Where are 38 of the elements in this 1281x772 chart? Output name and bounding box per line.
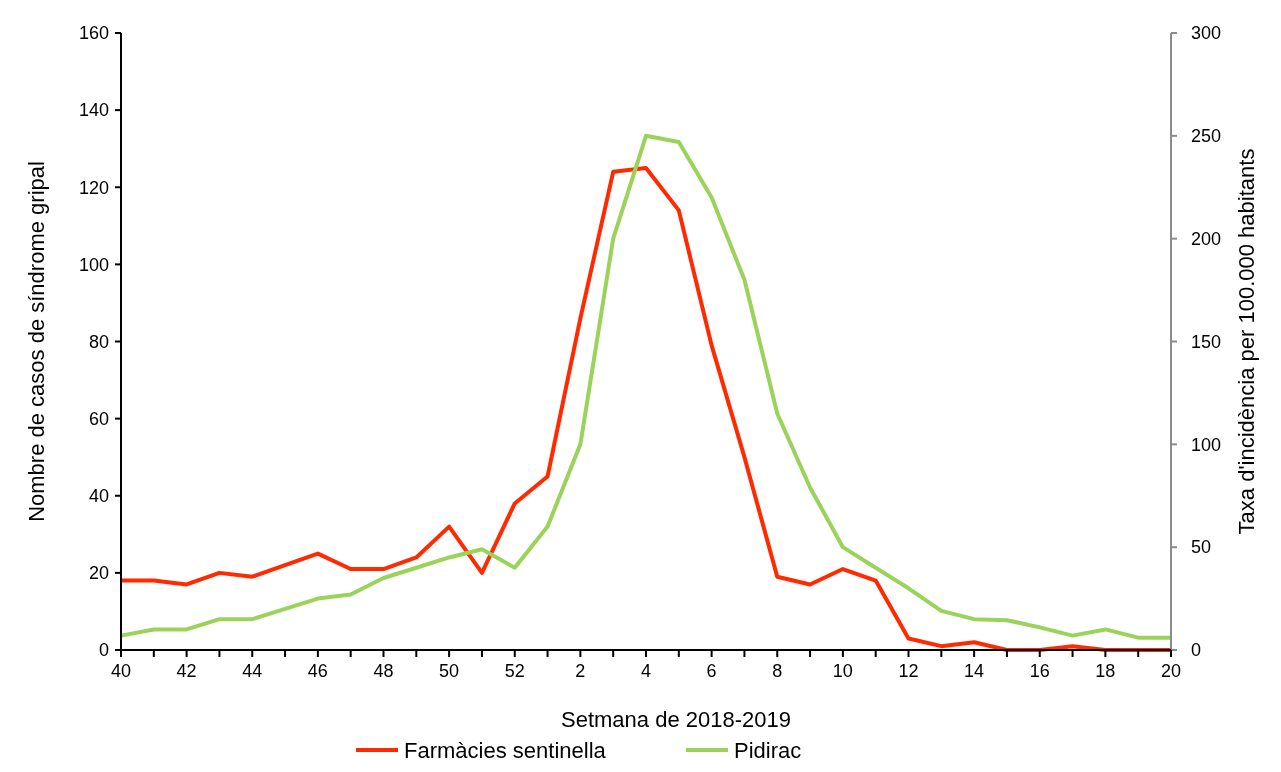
y2-tick-label: 0 [1191, 640, 1202, 661]
x-tick-label: 6 [706, 661, 717, 681]
y-tick-label: 60 [88, 408, 109, 429]
y-tick-label: 120 [78, 177, 109, 198]
y-tick-label: 100 [78, 254, 109, 275]
y2-tick-label: 200 [1191, 228, 1222, 249]
y2-tick-label: 100 [1191, 434, 1222, 455]
x-tick-label: 40 [110, 661, 132, 681]
x-tick-label: 48 [373, 661, 394, 681]
x-tick-label: 18 [1095, 661, 1116, 681]
y-tick-label: 40 [88, 486, 109, 507]
y-tick-label: 20 [88, 563, 109, 584]
x-tick-label: 4 [640, 661, 652, 681]
y2-tick-label: 250 [1191, 126, 1222, 147]
x-tick-label: 42 [176, 661, 197, 681]
x-tick-label: 52 [504, 661, 525, 681]
y-tick-label: 160 [78, 23, 109, 44]
x-tick-label: 20 [1160, 661, 1182, 681]
x-tick-label: 8 [772, 661, 783, 681]
x-tick-label: 12 [898, 661, 919, 681]
y2-axis-title: Taxa d'incidència per 100.000 habitants [1234, 148, 1259, 535]
y2-tick-label: 50 [1191, 537, 1212, 558]
x-tick-label: 14 [964, 661, 985, 681]
x-tick-label: 10 [832, 661, 853, 681]
x-tick-label: 50 [439, 661, 460, 681]
y2-tick-label: 300 [1191, 23, 1222, 44]
y-axis-title: Nombre de casos de síndrome gripal [24, 161, 49, 522]
y-tick-label: 80 [88, 331, 109, 352]
x-tick-label: 2 [575, 661, 586, 681]
x-tick-label: 46 [307, 661, 328, 681]
x-axis-title: Setmana de 2018-2019 [561, 707, 791, 732]
x-tick-label: 16 [1029, 661, 1050, 681]
legend-label: Pidirac [734, 737, 802, 763]
y2-tick-label: 150 [1191, 331, 1222, 352]
y-tick-label: 140 [78, 100, 109, 121]
y-tick-label: 0 [98, 640, 109, 661]
legend-label: Farmàcies sentinella [404, 737, 607, 763]
x-tick-label: 44 [242, 661, 263, 681]
